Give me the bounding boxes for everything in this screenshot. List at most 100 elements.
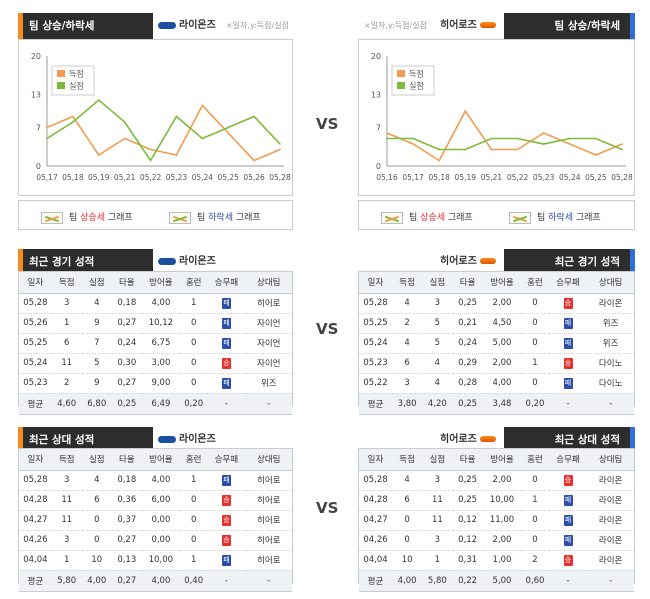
table-cell: 0,24 xyxy=(452,333,483,354)
left-recent-table: 일자 득점 실점 타율 방어율 홈런 승무패 상대팀 05,28 3 4 0,18 4,00 1 패 히어로 0… xyxy=(19,272,292,415)
table-cell: 6,49 xyxy=(141,393,181,415)
table-cell: 0 xyxy=(180,353,208,374)
x-tick-label: 05,28 xyxy=(611,173,633,182)
table-row: 05,23 6 4 0,29 2,00 1 승 다이노 xyxy=(359,353,634,374)
accent-bar xyxy=(18,13,23,39)
table-cell: 05,24 xyxy=(359,333,392,354)
table-cell: 0 xyxy=(180,333,208,354)
table-row: 05,24 4 5 0,24 5,00 0 패 위즈 xyxy=(359,333,634,354)
data-point xyxy=(542,132,545,134)
result-cell: 패 xyxy=(548,530,588,551)
table-cell: 자이언 xyxy=(245,353,292,374)
table-row: 04,04 10 1 0,31 1,00 2 승 라이온 xyxy=(359,550,634,571)
vs-label: VS xyxy=(316,499,339,517)
table-cell: 다이노 xyxy=(587,353,634,374)
table-cell: 04,28 xyxy=(19,490,52,511)
x-tick-label: 05,21 xyxy=(114,173,136,182)
table-cell: 3,00 xyxy=(141,353,181,374)
legend-label: 실점 xyxy=(69,81,84,91)
column-header: 일자 xyxy=(19,449,52,471)
table-cell: 0,31 xyxy=(452,550,483,571)
vs-label: VS xyxy=(316,320,339,338)
result-badge: 승 xyxy=(221,494,231,506)
table-cell: 5,80 xyxy=(51,570,82,592)
table-cell: 5 xyxy=(81,353,112,374)
left-recent-header: 최근 경기 성적 라이온즈 xyxy=(18,249,293,275)
column-header: 방어율 xyxy=(482,449,522,471)
table-cell: 7 xyxy=(81,333,112,354)
table-cell: 3 xyxy=(51,530,82,551)
section-title: 최근 경기 성적 xyxy=(23,249,153,275)
data-point xyxy=(490,148,493,151)
result-badge: 승 xyxy=(563,357,573,369)
result-badge: 패 xyxy=(221,337,231,349)
result-badge: 패 xyxy=(221,377,231,389)
column-header: 상대팀 xyxy=(587,449,634,471)
accent-bar xyxy=(18,249,23,275)
right-h2h-box: 일자 득점 실점 타율 방어율 홈런 승무패 상대팀 05,28 4 3 0,25 2,00 0 승 라이온 0… xyxy=(358,448,635,592)
table-cell: 0,27 xyxy=(111,373,142,394)
data-point xyxy=(438,148,441,151)
table-cell: - xyxy=(548,570,588,592)
series-line-scored xyxy=(386,109,623,162)
data-point xyxy=(149,159,152,162)
legend-up: 팀 상승세 그래프 xyxy=(381,210,473,224)
y-tick-label: 7 xyxy=(376,124,381,133)
table-cell: 11 xyxy=(51,353,82,374)
result-cell: 승 xyxy=(207,530,246,551)
table-cell: 0,13 xyxy=(111,550,142,571)
table-cell: 위즈 xyxy=(587,333,634,354)
result-cell: 승 xyxy=(207,510,246,531)
result-badge: 승 xyxy=(563,554,573,566)
table-cell: 평균 xyxy=(19,393,52,415)
result-badge: 패 xyxy=(563,514,573,526)
table-cell: 히어로 xyxy=(245,550,292,571)
table-cell: 라이온 xyxy=(587,490,634,511)
table-row: 04,28 6 11 0,25 10,00 1 패 라이온 xyxy=(359,490,634,511)
data-point xyxy=(72,121,74,123)
table-cell: 04,04 xyxy=(359,550,392,571)
data-point xyxy=(123,137,126,140)
left-h2h-box: 일자 득점 실점 타율 방어율 홈런 승무패 상대팀 05,28 3 4 0,18 4,00 1 패 히어로 0… xyxy=(18,448,293,592)
table-cell: 4 xyxy=(422,353,453,374)
column-header: 실점 xyxy=(81,272,112,294)
result-badge: 패 xyxy=(563,534,573,546)
table-cell: 05,28 xyxy=(19,470,52,491)
data-point xyxy=(46,137,48,140)
table-cell: 0,18 xyxy=(111,470,142,491)
table-cell: 1,00 xyxy=(482,550,522,571)
data-point xyxy=(516,137,519,140)
table-cell: 0 xyxy=(521,313,549,334)
column-header: 상대팀 xyxy=(587,272,634,294)
table-cell: 0,36 xyxy=(111,490,142,511)
table-cell: 11 xyxy=(422,490,453,511)
table-cell: 2,00 xyxy=(482,470,522,491)
heroes-logo-icon xyxy=(479,22,496,28)
result-cell: 승 xyxy=(207,353,246,374)
table-row: 05,26 1 9 0,27 10,12 0 패 자이언 xyxy=(19,313,292,334)
result-cell: 승 xyxy=(207,490,246,511)
table-row: 04,26 0 3 0,12 2,00 0 패 라이온 xyxy=(359,530,634,551)
table-cell: 4 xyxy=(392,470,423,491)
up-trend-icon xyxy=(41,211,63,224)
column-header: 타율 xyxy=(111,272,142,294)
down-trend-icon xyxy=(509,211,531,224)
data-point xyxy=(149,148,152,151)
right-trend-chart: 0 7 13 20 05,16 05,17 05,18 05,19 05,21 05,22 05,2… xyxy=(358,39,635,196)
right-recent-table: 일자 득점 실점 타율 방어율 홈런 승무패 상대팀 05,28 4 3 0,25 2,00 0 승 라이온 0… xyxy=(359,272,634,415)
data-point xyxy=(490,137,493,140)
down-trend-icon xyxy=(169,211,191,224)
left-line-chart: 0 7 13 20 05,17 05,18 05,19 05,21 05,22 05,23 05,2… xyxy=(31,52,291,182)
table-header-row: 일자 득점 실점 타율 방어율 홈런 승무패 상대팀 xyxy=(359,272,634,294)
table-cell: 4,00 xyxy=(141,293,181,314)
table-cell: 11 xyxy=(51,510,82,531)
table-cell: 1 xyxy=(180,470,208,491)
table-cell: 4 xyxy=(81,293,112,314)
result-badge: 패 xyxy=(563,494,573,506)
data-point xyxy=(464,148,467,151)
result-badge: 승 xyxy=(563,297,573,309)
table-cell: 5 xyxy=(422,333,453,354)
x-tick-label: 05,23 xyxy=(533,173,555,182)
table-cell: 3 xyxy=(392,373,423,394)
data-point xyxy=(568,143,571,145)
